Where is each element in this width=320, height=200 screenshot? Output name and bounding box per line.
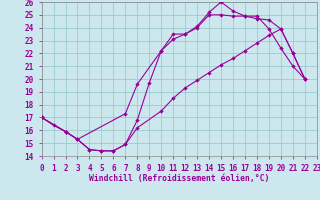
X-axis label: Windchill (Refroidissement éolien,°C): Windchill (Refroidissement éolien,°C): [89, 174, 269, 183]
